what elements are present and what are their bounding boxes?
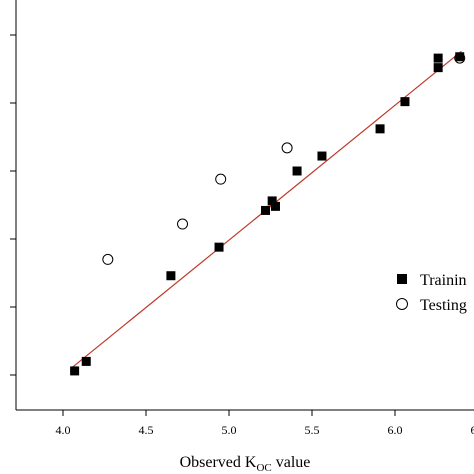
training-point: [292, 166, 302, 176]
axes: [15, 0, 474, 411]
legend-label-training: Trainin: [420, 272, 467, 289]
training-point: [455, 52, 465, 62]
testing-point: [177, 218, 189, 230]
x-axis-label-suffix: value: [272, 454, 311, 471]
training-point: [270, 201, 280, 211]
training-point: [261, 205, 271, 215]
training-point: [70, 366, 80, 376]
training-point: [214, 242, 224, 252]
data-marks: [70, 52, 466, 376]
legend-label-testing: Testing: [420, 297, 467, 314]
legend-marker-testing: [396, 298, 408, 310]
training-point: [81, 356, 91, 366]
legend: Trainin Testing: [396, 272, 467, 314]
training-point: [433, 63, 443, 73]
training-point: [433, 53, 443, 63]
training-point: [267, 196, 277, 206]
x-axis-label-subscript: OC: [256, 462, 271, 474]
training-point: [166, 271, 176, 281]
x-axis-label-main: Observed K: [180, 454, 257, 471]
testing-point: [454, 52, 466, 64]
testing-point: [215, 173, 227, 185]
testing-point: [102, 253, 114, 265]
x-tick-label: 4.0: [56, 423, 71, 437]
x-tick-label: 5.5: [305, 423, 320, 437]
x-tick-label: 6.0: [388, 423, 403, 437]
x-tick-label: 6.5: [471, 423, 474, 437]
training-point: [375, 124, 385, 134]
ticks: 4.0 4.5 5.0 5.5 6.0 6.5: [10, 34, 474, 437]
testing-point: [281, 142, 293, 154]
x-tick-label: 4.5: [139, 423, 154, 437]
legend-marker-training: [397, 274, 407, 284]
training-point: [317, 151, 327, 161]
training-point: [400, 97, 410, 107]
x-axis-label: Observed KOC value: [180, 454, 311, 474]
x-tick-label: 5.0: [222, 423, 237, 437]
